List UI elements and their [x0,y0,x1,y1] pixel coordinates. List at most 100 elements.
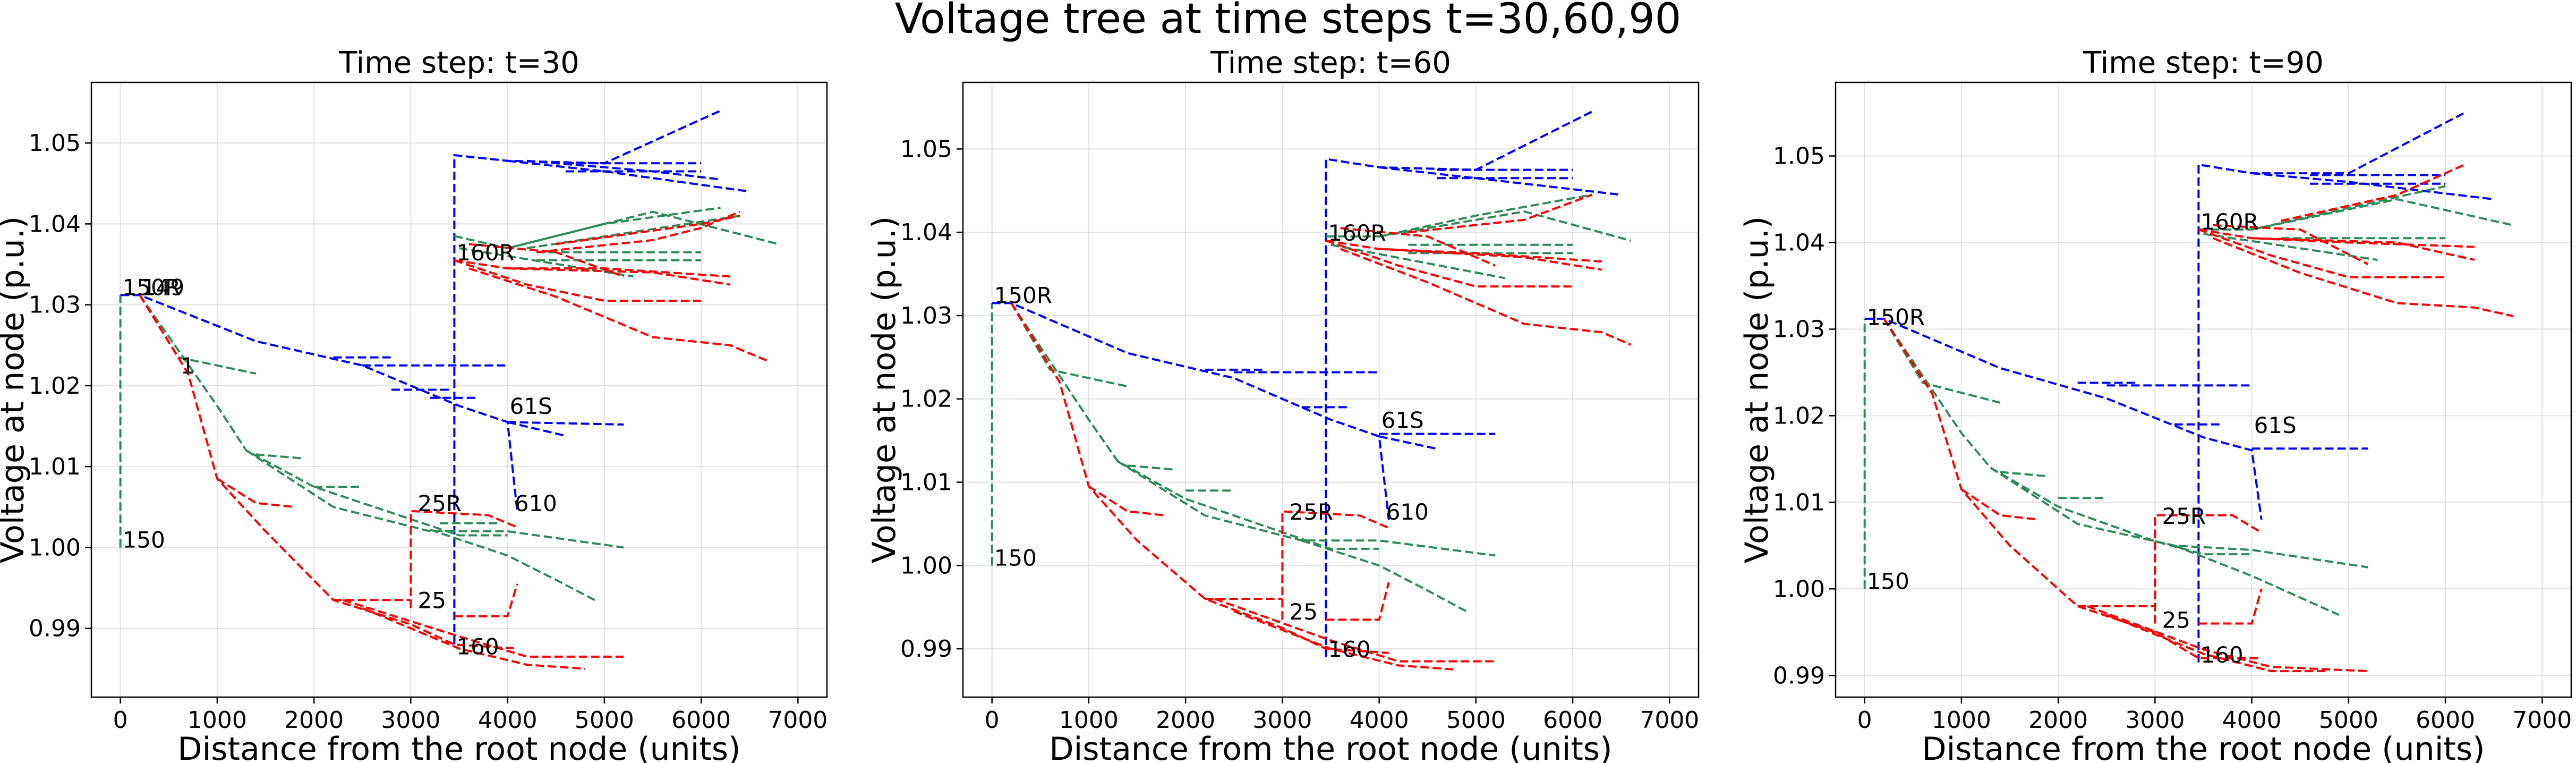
axes-frame [962,81,1700,698]
series-line-blue [507,159,750,193]
series-line-blue [1379,166,1622,196]
series-line-red [1088,485,1166,517]
series-line-blue [507,421,566,437]
series-line-red [2198,588,2263,625]
x-tick-label: 2000 [1156,707,1215,734]
node-label: 160R [2200,209,2258,235]
y-axis-label: Voltage at node (p.u.) [1738,216,1776,563]
y-tick-label: 1.02 [900,386,952,413]
series-line-blue [526,159,721,181]
figure-title: Voltage tree at time steps t=30,60,90 [895,0,1682,43]
node-label: 610 [515,490,557,516]
node-label: 150R [123,274,181,300]
series-line-red [2212,237,2514,317]
x-tick-label: 0 [113,707,128,734]
series-line-red [2280,163,2466,222]
node-label: 25R [417,490,462,516]
node-label: 150R [994,282,1052,308]
series-line-green [1379,210,1631,242]
x-tick-label: 6000 [671,707,731,734]
y-tick-label: 1.05 [29,130,81,157]
chart-panel-3: 0 1000 2000 3000 4000 5000 6000 7000 0.99 1.00 1.0… [1738,46,2572,763]
node-label: 150 [123,527,165,553]
y-tick-label: 1.00 [29,534,81,561]
x-tick-label: 3000 [2125,707,2185,734]
series-line-red [454,259,702,302]
y-axis-label: Voltage at node (p.u.) [866,216,903,563]
x-tick-label: 0 [985,707,1000,734]
series-line-red [2251,237,2475,261]
y-tick-label: 1.05 [900,135,952,163]
y-tick-label: 1.05 [1773,143,1825,170]
series-line-green [255,453,305,460]
y-tick-label: 1.01 [1773,489,1825,516]
series-line-green [2251,198,2514,231]
y-tick-label: 1.01 [29,453,81,480]
panel-title: Time step: t=90 [2083,46,2324,80]
series-line-red [1010,302,1389,654]
node-label: 160 [456,633,499,659]
series-line-blue [2197,112,2466,663]
x-tick-label: 7000 [2512,707,2572,734]
series-line-blue [1325,111,1593,657]
y-tick-label: 1.03 [900,302,952,329]
series-line-green [245,450,624,549]
x-tick-label: 4000 [478,707,538,734]
series-line-red [410,510,518,608]
y-tick-label: 0.99 [900,635,952,663]
series-line-red [468,267,770,363]
series-line-red [1340,248,1632,346]
x-tick-label: 4000 [1350,707,1409,734]
series-line-red [1214,598,1496,663]
series-line-red [1325,240,1573,288]
series-line-red [1233,610,1457,671]
y-tick-label: 1.04 [1773,229,1825,256]
x-tick-label: 4000 [2222,707,2282,734]
x-tick-label: 5000 [1446,707,1506,734]
axes-frame [90,81,828,698]
series-line-red [1379,248,1602,271]
series-line-green [459,247,634,278]
node-label: 150 [1867,568,1909,594]
node-label: 25R [2162,503,2206,529]
x-tick-label: 2000 [284,707,344,734]
series-line-red [139,294,517,650]
plot-area [119,109,779,670]
node-label: 25 [417,588,446,614]
series-line-blue [2251,172,2494,200]
series-line-blue [992,302,1390,520]
node-label: 1 [181,353,195,379]
series-line-green [507,210,779,250]
series-line-red [454,259,730,278]
series-line-green [1330,243,1505,279]
series-line-red [1883,318,2262,659]
chart-panels: 0 1000 2000 3000 4000 5000 6000 7000 0.99 1.00 1.0… [0,46,2572,763]
series-line-red [468,243,624,278]
node-label: 160 [1328,637,1370,663]
node-label: 61S [1381,408,1424,434]
chart-panel-2: 0 1000 2000 3000 4000 5000 6000 7000 0.99 1.00 1.0… [866,46,1699,763]
series-line-blue [507,421,624,426]
x-tick-label: 5000 [2319,707,2378,734]
x-tick-label: 2000 [2028,707,2088,734]
series-line-red [1326,239,1602,263]
series-line-red [216,478,295,508]
series-line-red [2213,224,2369,265]
x-tick-label: 1000 [1059,707,1119,734]
y-axis-label: Voltage at node (p.u.) [0,216,31,563]
series-line-red [1326,582,1390,621]
x-tick-label: 6000 [1543,707,1602,734]
node-label: 160R [456,240,514,266]
axes-frame [1835,81,2572,698]
y-tick-label: 0.99 [1773,662,1825,689]
node-label: 25 [2162,607,2190,633]
series-line-green [430,529,595,601]
y-tick-label: 1.03 [29,292,81,319]
series-line-red [2106,614,2330,673]
x-axis-label: Distance from the root node (units) [1922,731,2485,763]
chart-panel-1: 0 1000 2000 3000 4000 5000 6000 7000 0.99 1.00 1.0… [0,46,828,763]
series-line-green [2000,471,2049,478]
plot-area [1863,112,2514,673]
series-line-red [1340,227,1496,267]
